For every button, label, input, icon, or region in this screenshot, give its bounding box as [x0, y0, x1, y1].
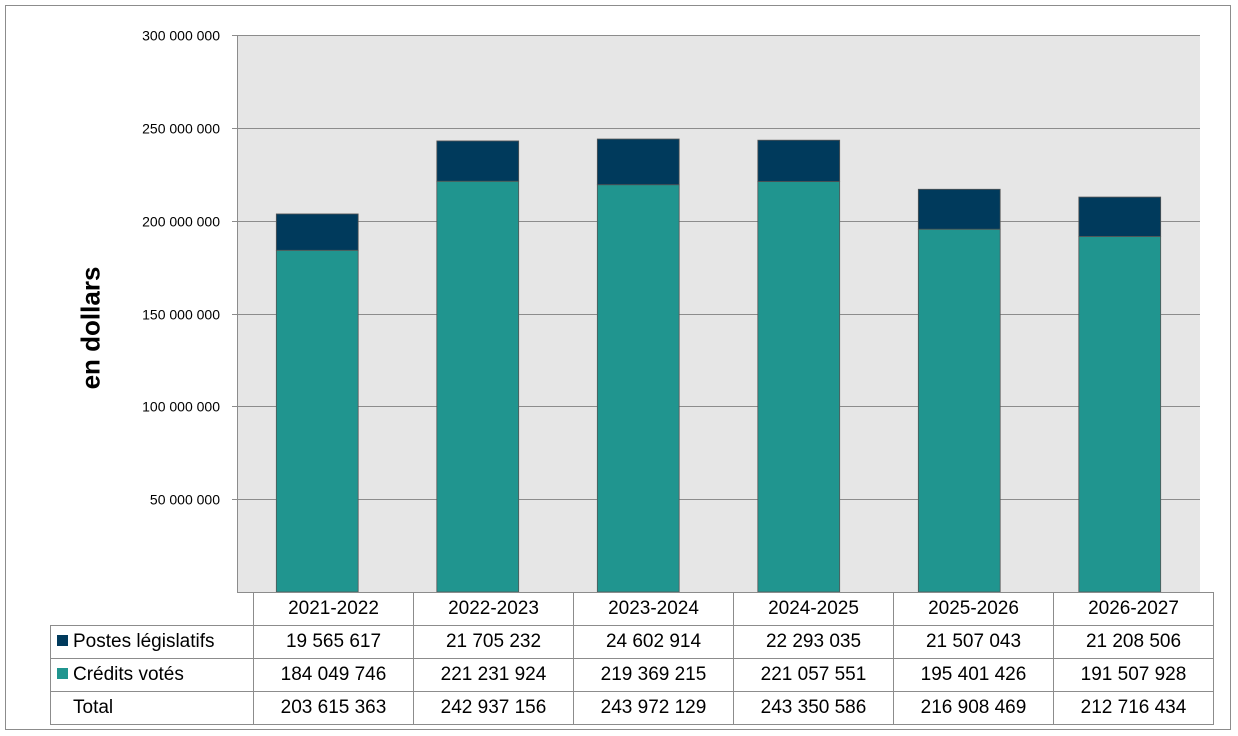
- category-label: 2022-2023: [413, 592, 574, 626]
- category-label: 2026-2027: [1053, 592, 1214, 626]
- data-label: 195 401 426: [893, 658, 1054, 692]
- data-label: 243 350 586: [733, 691, 894, 725]
- y-axis-ticks: 50 000 000 100 000 000 150 000 000 200 000 …: [142, 28, 220, 508]
- legend-entry-credits-votes: Crédits votés: [50, 658, 254, 692]
- y-tick-label: 100 000 000: [142, 399, 220, 415]
- data-label: 212 716 434: [1053, 691, 1214, 725]
- bar-credits-votes: [757, 181, 841, 593]
- series-name: Crédits votés: [73, 664, 184, 685]
- stacked-bar-chart: 50 000 000 100 000 000 150 000 000 200 000 …: [142, 28, 1200, 593]
- bar-credits-votes: [436, 180, 520, 593]
- bar-postes-legislatifs: [596, 138, 680, 186]
- category-row: 2021-2022 2022-2023 2023-2024 2024-2025 …: [50, 592, 1214, 626]
- data-label: 184 049 746: [253, 658, 414, 692]
- table-row: Crédits votés 184 049 746 221 231 924 21…: [50, 658, 1214, 692]
- total-label: Total: [50, 691, 254, 725]
- data-label: 21 507 043: [893, 625, 1054, 659]
- data-label: 221 057 551: [733, 658, 894, 692]
- bar-postes-legislatifs: [275, 213, 359, 251]
- data-label: 216 908 469: [893, 691, 1054, 725]
- table-row: Postes législatifs 19 565 617 21 705 232…: [50, 625, 1214, 659]
- bar-postes-legislatifs: [436, 140, 520, 182]
- data-label: 21 208 506: [1053, 625, 1214, 659]
- category-label: 2025-2026: [893, 592, 1054, 626]
- bar-postes-legislatifs: [1078, 196, 1162, 237]
- data-label: 221 231 924: [413, 658, 574, 692]
- data-table: 2021-2022 2022-2023 2023-2024 2024-2025 …: [50, 592, 1214, 725]
- data-label: 24 602 914: [573, 625, 734, 659]
- table-corner: [50, 592, 254, 626]
- data-label: 219 369 215: [573, 658, 734, 692]
- category-label: 2023-2024: [573, 592, 734, 626]
- data-label: 19 565 617: [253, 625, 414, 659]
- series-name: Postes législatifs: [73, 631, 215, 652]
- table-row: Total 203 615 363 242 937 156 243 972 12…: [50, 691, 1214, 725]
- y-tick-label: 300 000 000: [142, 28, 220, 44]
- bar-credits-votes: [596, 184, 680, 593]
- category-label: 2024-2025: [733, 592, 894, 626]
- y-tick-label: 50 000 000: [150, 492, 220, 508]
- y-tick-label: 200 000 000: [142, 214, 220, 230]
- bar-credits-votes: [275, 249, 359, 593]
- y-tick-label: 250 000 000: [142, 121, 220, 137]
- bar-postes-legislatifs: [757, 139, 841, 182]
- plot-area: [237, 35, 1200, 592]
- y-tick-label: 150 000 000: [142, 307, 220, 323]
- gridlines: [232, 35, 1200, 593]
- data-label: 243 972 129: [573, 691, 734, 725]
- data-label: 191 507 928: [1053, 658, 1214, 692]
- bar-credits-votes: [1078, 236, 1162, 593]
- y-axis-label: en dollars: [75, 266, 106, 390]
- bars: [275, 138, 1162, 593]
- bar-postes-legislatifs: [917, 188, 1001, 230]
- bar-credits-votes: [917, 228, 1001, 593]
- data-label: 203 615 363: [253, 691, 414, 725]
- data-label: 21 705 232: [413, 625, 574, 659]
- category-label: 2021-2022: [253, 592, 414, 626]
- legend-entry-postes-legislatifs: Postes législatifs: [50, 625, 254, 659]
- legend-swatch: [57, 635, 68, 646]
- data-label: 242 937 156: [413, 691, 574, 725]
- data-label: 22 293 035: [733, 625, 894, 659]
- legend-swatch: [57, 668, 68, 679]
